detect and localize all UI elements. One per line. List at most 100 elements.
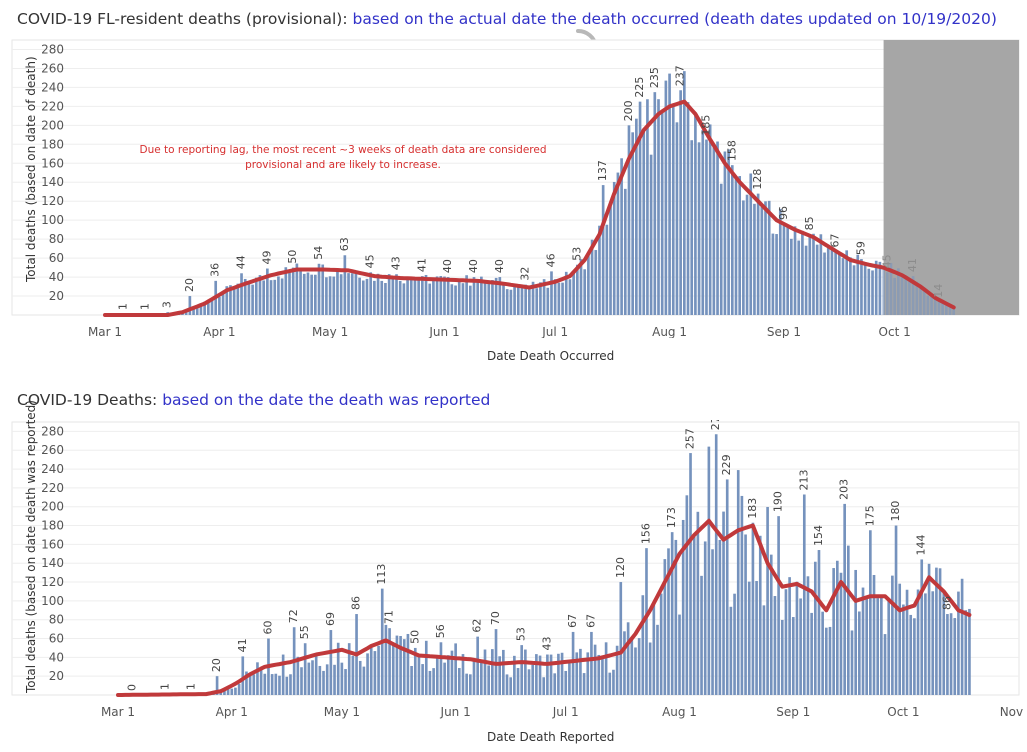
- data-label: 67: [584, 614, 597, 628]
- bar: [968, 608, 971, 695]
- bar: [697, 142, 701, 315]
- x-tick-label: Jun 1: [428, 325, 459, 338]
- bar: [311, 660, 314, 695]
- bar: [281, 654, 285, 695]
- bar: [269, 280, 273, 315]
- y-tick-label: 240: [41, 80, 64, 94]
- bar: [872, 575, 876, 695]
- bar: [329, 630, 333, 695]
- data-label: 20: [210, 658, 223, 672]
- data-label: 63: [338, 237, 351, 251]
- bar: [620, 158, 623, 315]
- bar: [454, 643, 457, 695]
- bar: [813, 561, 817, 695]
- bar: [646, 99, 649, 315]
- data-label: 40: [441, 259, 454, 273]
- bar: [689, 453, 692, 695]
- bar: [513, 285, 516, 315]
- bar: [483, 649, 487, 695]
- bar: [835, 560, 839, 695]
- bar: [254, 277, 258, 315]
- bar: [711, 549, 714, 695]
- bar: [905, 589, 909, 695]
- bar: [769, 554, 773, 695]
- bar: [938, 568, 942, 695]
- chart2-title: COVID-19 Deaths: based on the date the d…: [17, 391, 490, 409]
- bar: [941, 300, 944, 315]
- bar: [439, 642, 443, 695]
- bar: [266, 268, 269, 315]
- data-label: 1: [159, 683, 172, 690]
- chart1-plot[interactable]: 20406080100120140160180200220240260280Ma…: [0, 38, 1027, 338]
- bar: [587, 252, 590, 315]
- bar: [659, 593, 663, 695]
- bar: [535, 288, 539, 315]
- bar: [206, 300, 210, 315]
- bar: [387, 274, 391, 315]
- bar: [443, 662, 446, 695]
- bar: [784, 589, 788, 695]
- bar: [797, 240, 801, 315]
- bar: [657, 99, 660, 315]
- bar: [450, 650, 454, 695]
- bar: [874, 260, 878, 315]
- bar: [284, 267, 288, 315]
- y-tick-label: 260: [41, 61, 64, 75]
- y-tick-label: 120: [41, 575, 64, 589]
- bar: [964, 610, 968, 695]
- bar: [880, 596, 883, 695]
- bar: [454, 285, 457, 315]
- bar: [520, 645, 524, 695]
- bar: [924, 593, 927, 695]
- data-label: 49: [260, 251, 273, 265]
- y-tick-label: 280: [41, 424, 64, 438]
- bar: [376, 273, 380, 315]
- bar: [756, 193, 760, 315]
- bar: [325, 664, 329, 695]
- bar: [692, 535, 696, 695]
- data-label: 36: [209, 263, 222, 277]
- bar: [527, 669, 531, 695]
- chart2-plot[interactable]: 20406080100120140160180200220240260280Ma…: [0, 420, 1027, 720]
- bar: [236, 283, 240, 315]
- bar: [694, 112, 697, 315]
- bar: [701, 129, 705, 315]
- y-tick-label: 40: [49, 270, 64, 284]
- bar: [274, 673, 278, 695]
- bar: [210, 300, 214, 315]
- bar: [660, 109, 664, 315]
- bar: [509, 289, 513, 315]
- data-label: 56: [434, 624, 447, 638]
- bar: [949, 613, 953, 695]
- x-tick-label: Aug 1: [652, 325, 687, 338]
- bar: [417, 655, 421, 695]
- y-tick-label: 80: [49, 613, 64, 627]
- bar: [303, 643, 307, 695]
- bar: [395, 274, 398, 315]
- bar: [546, 287, 550, 315]
- bar: [557, 653, 560, 695]
- bar: [863, 265, 867, 315]
- bar: [656, 624, 659, 695]
- bar: [897, 268, 900, 315]
- bar: [505, 674, 509, 695]
- bar: [402, 639, 406, 695]
- data-label: 14: [932, 284, 945, 298]
- bar: [909, 614, 913, 695]
- bar: [435, 656, 439, 695]
- bar: [824, 627, 828, 695]
- bar: [933, 295, 937, 315]
- data-label: 156: [639, 523, 652, 544]
- chart1-y-axis-label: Total deaths (based on date of death): [24, 56, 38, 282]
- bar: [791, 617, 795, 695]
- bar: [336, 268, 339, 315]
- y-tick-label: 140: [41, 556, 64, 570]
- chart2-title-highlight: based on the date the death was reported: [162, 391, 491, 409]
- bar: [935, 567, 938, 695]
- bar: [930, 295, 933, 315]
- bar: [524, 649, 527, 695]
- bar: [384, 283, 387, 315]
- data-label: 213: [797, 469, 810, 490]
- bar: [887, 599, 891, 695]
- bar: [764, 201, 767, 315]
